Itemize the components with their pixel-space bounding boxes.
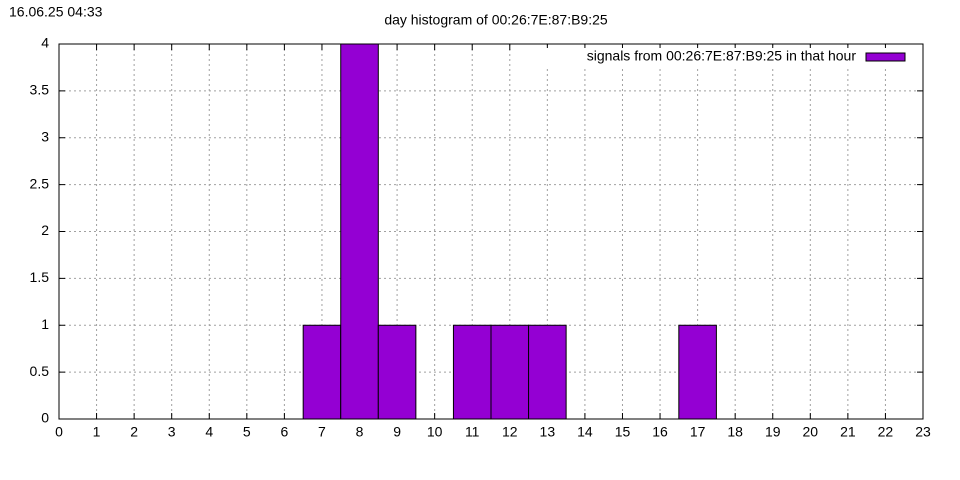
x-tick-label: 17: [690, 424, 706, 440]
x-tick-label: 18: [727, 424, 743, 440]
bar: [490, 324, 530, 420]
bar: [528, 324, 567, 420]
x-tick-label: 5: [243, 424, 251, 440]
x-tick-label: 13: [540, 424, 556, 440]
x-tick-label: 20: [803, 424, 819, 440]
x-tick-label: 1: [93, 424, 101, 440]
bar: [377, 324, 417, 420]
legend-swatch: [865, 52, 906, 62]
x-tick-label: 11: [465, 424, 480, 440]
y-tick-label: 2.5: [30, 175, 50, 191]
legend-label: signals from 00:26:7E:87:B9:25 in that h…: [587, 48, 857, 64]
x-tick-label: 12: [502, 424, 518, 440]
x-tick-label: 15: [615, 424, 631, 440]
x-tick-label: 19: [765, 424, 781, 440]
x-tick-label: 16: [652, 424, 668, 440]
y-tick-label: 0.5: [30, 363, 50, 379]
legend-background: [545, 48, 915, 66]
y-tick-label: 0: [41, 410, 49, 426]
timestamp: 16.06.25 04:33: [9, 4, 103, 20]
bar: [302, 324, 342, 420]
y-tick-label: 3: [41, 128, 49, 144]
x-tick-label: 2: [130, 424, 138, 440]
y-tick-label: 1.5: [30, 269, 50, 285]
x-tick-label: 4: [205, 424, 213, 440]
y-tick-label: 4: [41, 35, 49, 51]
x-tick-label: 8: [356, 424, 364, 440]
bar: [452, 324, 492, 420]
x-tick-label: 0: [55, 424, 63, 440]
bar: [340, 43, 379, 420]
y-tick-label: 2: [41, 222, 49, 238]
plot-border: [58, 43, 924, 420]
x-tick-label: 23: [915, 424, 931, 440]
x-tick-label: 21: [840, 424, 856, 440]
x-tick-label: 14: [577, 424, 593, 440]
x-tick-label: 22: [878, 424, 894, 440]
y-tick-label: 1: [41, 316, 49, 332]
y-tick-label: 3.5: [30, 82, 50, 98]
x-tick-label: 3: [168, 424, 176, 440]
x-tick-label: 9: [393, 424, 401, 440]
x-tick-label: 7: [318, 424, 326, 440]
chart-title: day histogram of 00:26:7E:87:B9:25: [384, 12, 608, 28]
x-tick-label: 6: [280, 424, 288, 440]
x-tick-label: 10: [427, 424, 443, 440]
bar: [678, 324, 717, 420]
